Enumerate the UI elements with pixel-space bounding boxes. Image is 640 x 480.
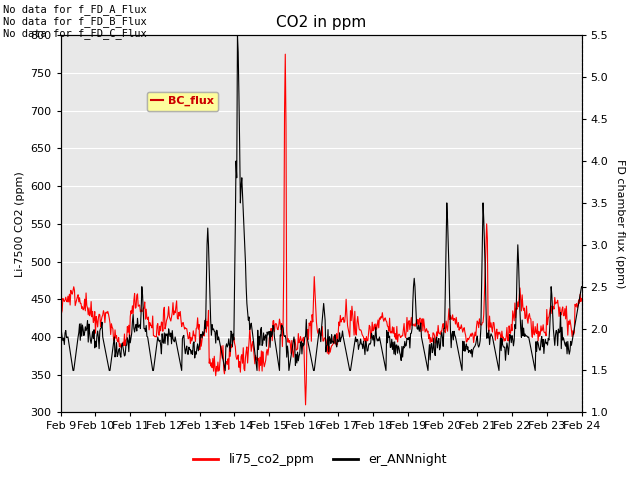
Text: No data for f_FD_C_Flux: No data for f_FD_C_Flux (3, 28, 147, 39)
Legend: BC_flux: BC_flux (147, 92, 218, 111)
Legend: li75_co2_ppm, er_ANNnight: li75_co2_ppm, er_ANNnight (188, 448, 452, 471)
Title: CO2 in ppm: CO2 in ppm (276, 15, 366, 30)
Y-axis label: FD chamber flux (ppm): FD chamber flux (ppm) (615, 159, 625, 288)
Y-axis label: Li-7500 CO2 (ppm): Li-7500 CO2 (ppm) (15, 171, 25, 277)
Text: No data for f_FD_A_Flux: No data for f_FD_A_Flux (3, 4, 147, 15)
Text: No data for f_FD_B_Flux: No data for f_FD_B_Flux (3, 16, 147, 27)
